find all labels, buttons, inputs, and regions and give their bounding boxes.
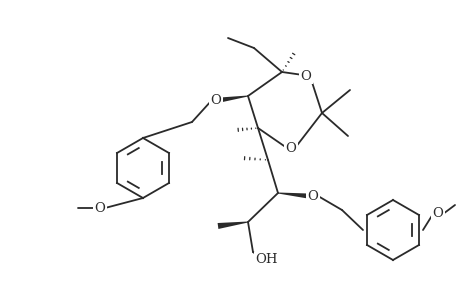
Text: O: O [210, 94, 221, 106]
Polygon shape [277, 193, 308, 199]
Text: O: O [285, 142, 296, 154]
Polygon shape [219, 95, 247, 103]
Text: O: O [300, 70, 311, 83]
Text: O: O [95, 202, 105, 214]
Text: O: O [431, 208, 442, 220]
Polygon shape [217, 221, 247, 229]
Text: O: O [307, 190, 318, 202]
Text: OH: OH [255, 254, 278, 266]
